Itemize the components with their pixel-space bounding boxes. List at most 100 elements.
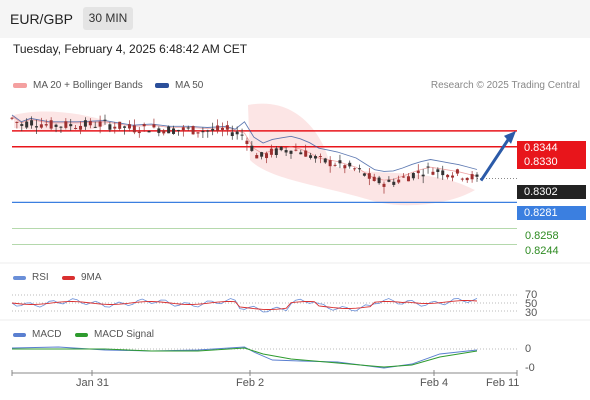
candle-body [88, 121, 92, 126]
legend-rsi: RSI [13, 272, 49, 283]
candle-body [142, 124, 146, 127]
candle-body [255, 155, 259, 159]
level-tag-3: 0.8281 [517, 206, 586, 220]
candle-body [172, 128, 176, 134]
candle-body [127, 124, 131, 129]
legend-ma20-label: MA 20 + Bollinger Bands [33, 80, 143, 91]
legend-ma50: MA 50 [155, 80, 203, 91]
candle-body [59, 126, 63, 128]
candle-body [304, 150, 308, 157]
candle-body [211, 128, 215, 131]
candle-body [274, 148, 278, 156]
candle-body [446, 174, 450, 178]
level-tag-0-text: 0.8344 [524, 142, 558, 154]
level-tag-0: 0.8344 [517, 141, 586, 155]
candle-body [54, 124, 58, 127]
candle-body [269, 148, 273, 155]
candle-body [377, 177, 381, 184]
x-tick-feb2: Feb 2 [236, 377, 265, 389]
candle-body [201, 131, 205, 133]
candle-body [10, 117, 14, 119]
candle-body [230, 132, 234, 137]
candle-body [402, 176, 406, 178]
forecast-arrow-shaft [479, 136, 512, 182]
candle-body [20, 124, 24, 126]
candle-body [25, 121, 29, 128]
level-tag-5: 0.8244 [525, 245, 559, 257]
candle-body [216, 125, 220, 131]
x-tick-feb11: Feb 11 [486, 377, 520, 389]
candle-body [39, 124, 43, 128]
macd-signal-line [12, 347, 478, 368]
candle-body [49, 120, 53, 129]
legend-macd-signal-label: MACD Signal [94, 329, 155, 340]
candle-body [284, 150, 288, 153]
forecast-arrow-head [504, 130, 516, 144]
legend-macd-label: MACD [32, 329, 62, 340]
candle-body [421, 174, 425, 177]
candle-body [358, 168, 362, 170]
candle-body [465, 177, 469, 181]
datetime-label: Tuesday, February 4, 2025 6:48:42 AM CET [13, 42, 248, 56]
candle-body [333, 164, 337, 166]
candle-body [387, 179, 391, 182]
candle-body [118, 121, 122, 129]
header-bar: EUR/GBP 30 MIN [0, 0, 590, 38]
candle-body [206, 130, 210, 132]
candle-body [426, 166, 430, 168]
candle-body [245, 140, 249, 144]
candle-body [30, 120, 34, 126]
legend-ma50-label: MA 50 [175, 80, 204, 91]
candle-body [69, 124, 73, 127]
level-tag-2-text: 0.8302 [524, 186, 558, 198]
candle-body [250, 145, 254, 151]
candle-body [15, 121, 19, 123]
candle-body [132, 125, 136, 133]
candle-body [392, 181, 396, 185]
candle-body [240, 134, 244, 136]
legend-ma20: MA 20 + Bollinger Bands [13, 80, 143, 91]
candle-body [348, 162, 352, 167]
legend-rsi-ma: 9MA [62, 272, 102, 283]
candle-body [147, 130, 151, 133]
legend-macd: MACD [13, 329, 61, 340]
level-tag-4: 0.8258 [525, 230, 559, 242]
macd-tick-0: 0 [525, 343, 532, 355]
bollinger-band-2 [248, 103, 475, 206]
candle-body [181, 127, 185, 131]
candle-body [74, 128, 78, 130]
rsi-line [11, 298, 478, 313]
level-tag-1-text: 0.8330 [524, 156, 558, 168]
candle-body [220, 127, 224, 130]
candle-body [93, 126, 97, 128]
candle-body [397, 179, 401, 183]
candle-body [196, 132, 200, 134]
candle-body [343, 165, 347, 169]
rsi-tick-70: 70 [525, 289, 538, 301]
candle-body [167, 126, 171, 134]
candle-body [108, 124, 112, 130]
legend-macd-signal: MACD Signal [75, 329, 154, 340]
level-tag-1: 0.8330 [517, 155, 586, 169]
candle-body [152, 124, 156, 128]
candle-body [289, 150, 293, 154]
ma50-swatch [155, 83, 169, 88]
rsi-tick-50: 50 [525, 298, 538, 310]
candle-body [186, 127, 190, 129]
macd-swatch [13, 332, 26, 337]
rsi-swatch [13, 275, 26, 280]
candle-body [265, 153, 269, 159]
macd-signal-swatch [75, 332, 88, 337]
timeframe-button[interactable]: 30 MIN [83, 7, 133, 30]
candle-body [328, 160, 332, 167]
candle-body [157, 128, 161, 133]
candle-body [98, 121, 102, 127]
candle-body [34, 126, 38, 128]
candle-body [294, 149, 298, 151]
candle-body [309, 155, 313, 158]
candle-body [436, 169, 440, 172]
candle-body [431, 171, 435, 175]
macd-line [11, 346, 478, 369]
candle-body [103, 119, 107, 121]
